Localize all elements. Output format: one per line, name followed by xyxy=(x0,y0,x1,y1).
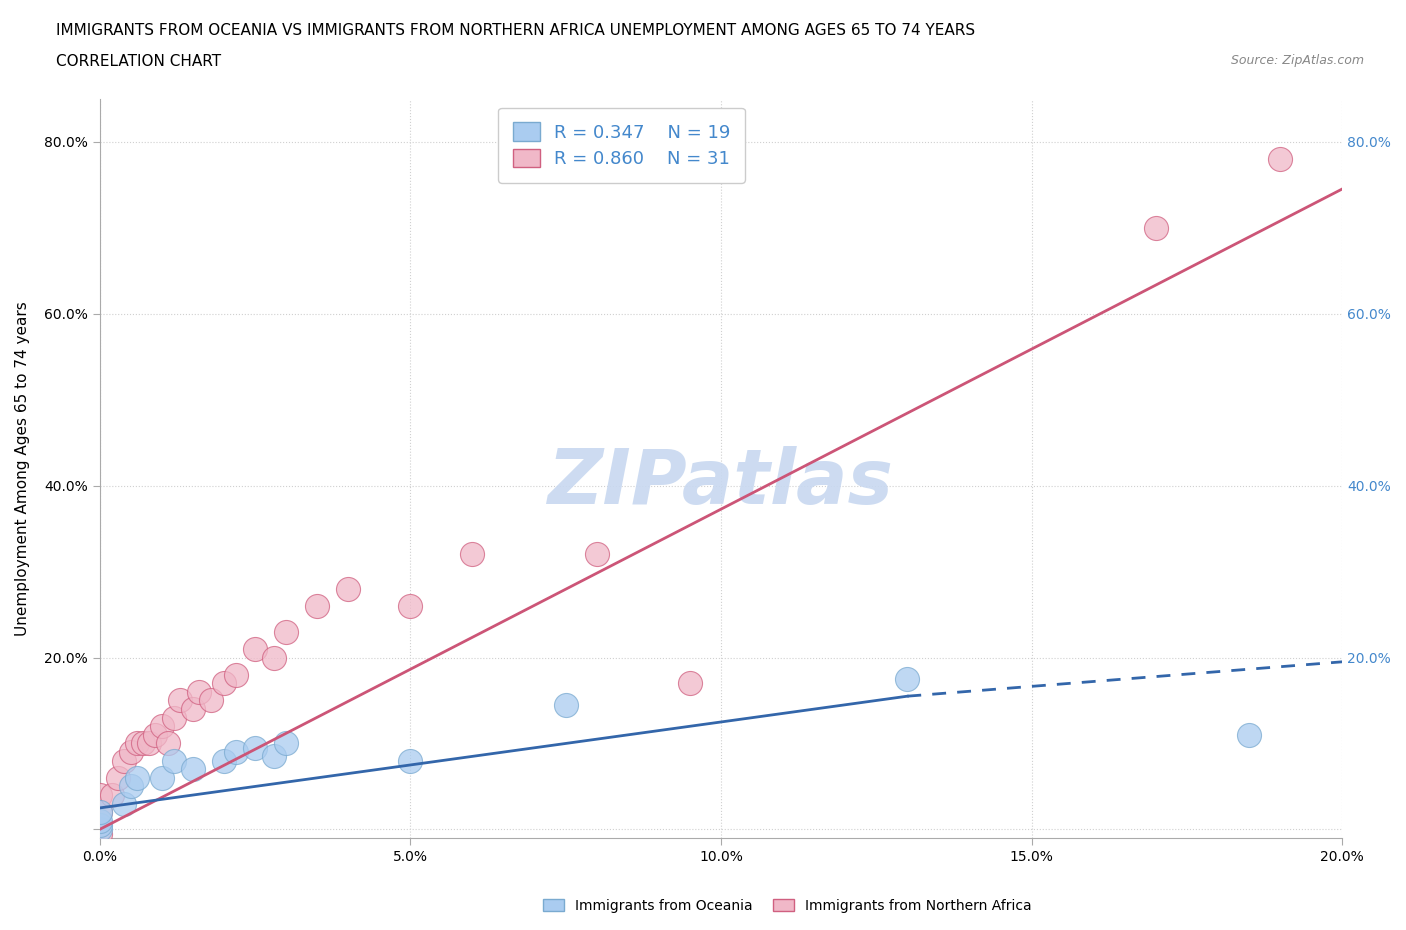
Point xyxy=(1237,727,1260,742)
Point xyxy=(1268,152,1291,166)
Point xyxy=(243,740,266,755)
Point xyxy=(125,770,148,785)
Point xyxy=(181,762,204,777)
Point xyxy=(156,736,179,751)
Point xyxy=(554,698,576,712)
Point xyxy=(274,736,297,751)
Point xyxy=(125,736,148,751)
Point xyxy=(163,711,186,725)
Point xyxy=(169,693,191,708)
Point xyxy=(89,788,111,803)
Point xyxy=(896,671,918,686)
Point xyxy=(212,753,235,768)
Point xyxy=(461,547,484,562)
Text: IMMIGRANTS FROM OCEANIA VS IMMIGRANTS FROM NORTHERN AFRICA UNEMPLOYMENT AMONG AG: IMMIGRANTS FROM OCEANIA VS IMMIGRANTS FR… xyxy=(56,23,976,38)
Point xyxy=(305,599,328,614)
Point xyxy=(145,727,167,742)
Point xyxy=(181,701,204,716)
Point xyxy=(399,599,422,614)
Point xyxy=(89,814,111,829)
Point xyxy=(225,745,247,760)
Point xyxy=(212,676,235,691)
Point xyxy=(112,796,135,811)
Legend: R = 0.347    N = 19, R = 0.860    N = 31: R = 0.347 N = 19, R = 0.860 N = 31 xyxy=(498,108,745,182)
Legend: Immigrants from Oceania, Immigrants from Northern Africa: Immigrants from Oceania, Immigrants from… xyxy=(537,894,1038,919)
Point xyxy=(263,650,285,665)
Point xyxy=(89,827,111,842)
Point xyxy=(150,719,173,734)
Point xyxy=(679,676,702,691)
Point xyxy=(225,667,247,682)
Point xyxy=(188,684,211,699)
Point xyxy=(89,822,111,837)
Point xyxy=(120,745,142,760)
Point xyxy=(89,817,111,832)
Point xyxy=(132,736,155,751)
Text: Source: ZipAtlas.com: Source: ZipAtlas.com xyxy=(1230,54,1364,67)
Point xyxy=(274,624,297,639)
Point xyxy=(112,753,135,768)
Point xyxy=(585,547,607,562)
Point xyxy=(101,788,124,803)
Point xyxy=(399,753,422,768)
Point xyxy=(150,770,173,785)
Point xyxy=(200,693,222,708)
Point xyxy=(263,749,285,764)
Point xyxy=(1144,220,1167,235)
Point xyxy=(89,804,111,819)
Point xyxy=(243,642,266,657)
Point xyxy=(337,581,360,596)
Y-axis label: Unemployment Among Ages 65 to 74 years: Unemployment Among Ages 65 to 74 years xyxy=(15,301,30,636)
Point xyxy=(163,753,186,768)
Point xyxy=(89,804,111,819)
Point xyxy=(120,779,142,794)
Point xyxy=(107,770,129,785)
Point xyxy=(138,736,160,751)
Text: CORRELATION CHART: CORRELATION CHART xyxy=(56,54,221,69)
Text: ZIPatlas: ZIPatlas xyxy=(548,446,894,520)
